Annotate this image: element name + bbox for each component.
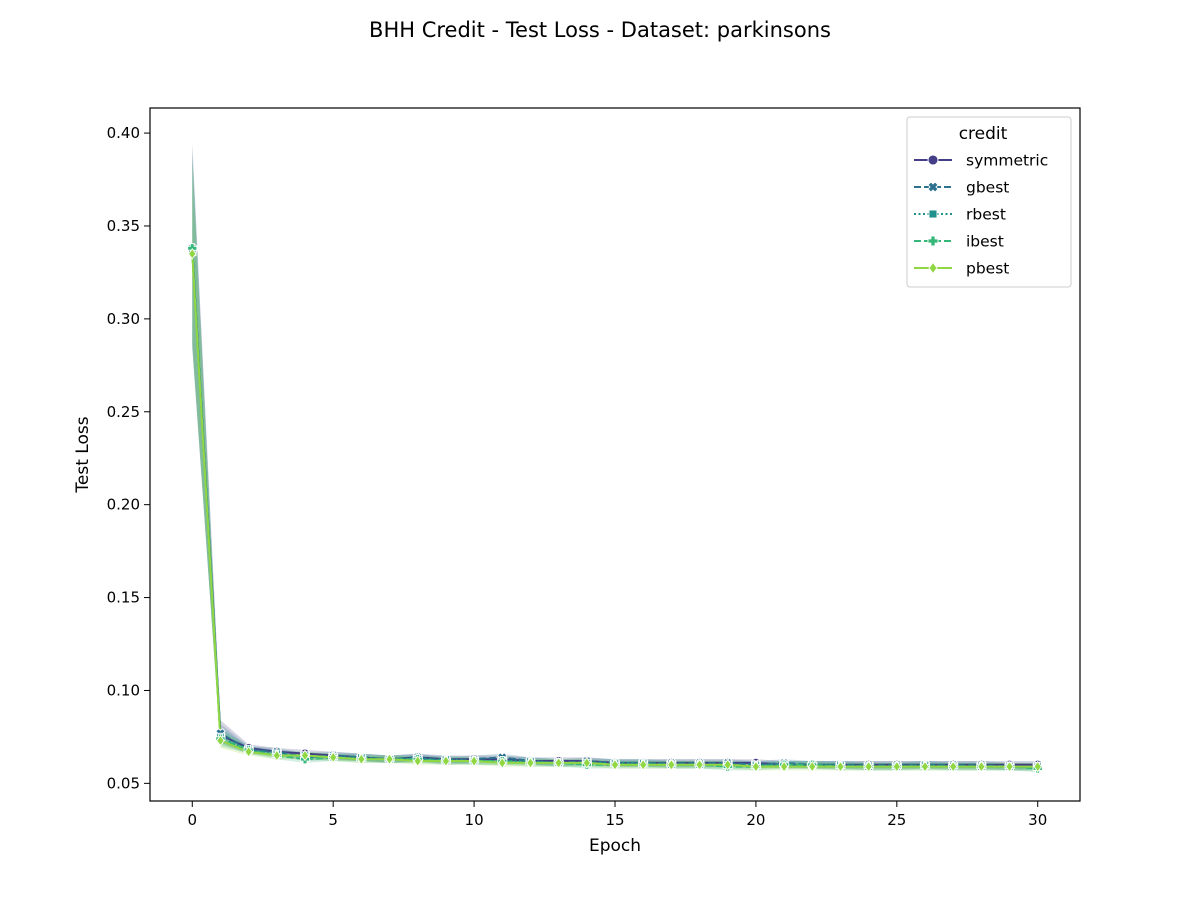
y-tick-label-0.15: 0.15 <box>107 589 140 607</box>
legend-label-gbest: gbest <box>966 179 1009 197</box>
legend-title: credit <box>959 124 1008 144</box>
point-pbest-21 <box>779 760 789 773</box>
x-tick-label-25: 25 <box>887 811 906 829</box>
y-axis-label: Test Loss <box>73 416 93 493</box>
point-pbest-15 <box>610 758 620 771</box>
y-tick-label-0.4: 0.40 <box>107 124 140 142</box>
point-pbest-26 <box>920 760 930 773</box>
point-pbest-19 <box>723 758 732 771</box>
x-axis-label: Epoch <box>589 836 641 856</box>
legend-marker-pbest <box>928 261 938 275</box>
legend: credit symmetric gbest rbest ibest pbest <box>906 116 1072 288</box>
x-axis: 0 5 10 15 20 25 30 <box>187 801 1047 829</box>
point-pbest-0 <box>188 248 197 260</box>
x-tick-label-10: 10 <box>465 811 484 829</box>
chart-title: BHH Credit - Test Loss - Dataset: parkin… <box>369 18 831 42</box>
point-pbest-8 <box>413 755 422 767</box>
x-tick-label-15: 15 <box>605 811 624 829</box>
point-pbest-29 <box>1005 760 1014 773</box>
point-pbest-17 <box>667 758 676 771</box>
legend-label-ibest: ibest <box>966 233 1004 251</box>
point-pbest-22 <box>808 760 817 773</box>
legend-label-pbest: pbest <box>966 260 1009 278</box>
point-pbest-5 <box>328 751 338 764</box>
y-tick-label-0.1: 0.10 <box>107 681 140 699</box>
point-pbest-3 <box>272 749 282 762</box>
legend-marker-gbest <box>927 181 939 193</box>
point-pbest-28 <box>977 760 986 773</box>
legend-marker-ibest <box>927 235 939 247</box>
point-pbest-11 <box>498 757 507 769</box>
series-markers <box>187 243 1043 774</box>
y-tick-label-0.05: 0.05 <box>107 774 140 792</box>
point-pbest-1 <box>216 734 225 747</box>
x-tick-label-0: 0 <box>187 811 197 829</box>
x-tick-label-20: 20 <box>746 811 765 829</box>
x-tick-label-5: 5 <box>328 811 338 829</box>
x-tick-label-30: 30 <box>1028 811 1047 829</box>
y-axis: 0.05 0.10 0.15 0.20 0.25 0.30 0.35 0.40 <box>107 124 150 792</box>
point-pbest-16 <box>638 758 648 771</box>
y-tick-label-0.2: 0.20 <box>107 496 140 514</box>
legend-items: symmetric gbest rbest ibest pbest <box>914 152 1048 278</box>
point-pbest-24 <box>864 760 873 773</box>
point-pbest-2 <box>244 745 253 758</box>
point-pbest-7 <box>385 753 394 766</box>
point-pbest-30 <box>1033 760 1042 773</box>
point-pbest-23 <box>836 760 845 773</box>
point-pbest-14 <box>582 757 592 769</box>
legend-marker-rbest <box>928 209 938 219</box>
point-pbest-10 <box>469 755 479 767</box>
point-pbest-20 <box>751 760 761 773</box>
y-tick-label-0.25: 0.25 <box>107 403 140 421</box>
y-tick-label-0.3: 0.30 <box>107 310 140 328</box>
point-pbest-9 <box>441 755 451 767</box>
point-pbest-18 <box>695 758 704 771</box>
point-pbest-6 <box>357 753 366 766</box>
point-pbest-13 <box>554 757 563 769</box>
point-pbest-12 <box>526 757 535 769</box>
point-pbest-27 <box>948 760 958 773</box>
point-pbest-4 <box>300 749 310 762</box>
legend-label-rbest: rbest <box>966 206 1006 224</box>
legend-marker-symmetric <box>927 154 939 166</box>
point-pbest-25 <box>892 760 902 773</box>
y-tick-label-0.35: 0.35 <box>107 217 140 235</box>
legend-label-symmetric: symmetric <box>966 152 1048 170</box>
